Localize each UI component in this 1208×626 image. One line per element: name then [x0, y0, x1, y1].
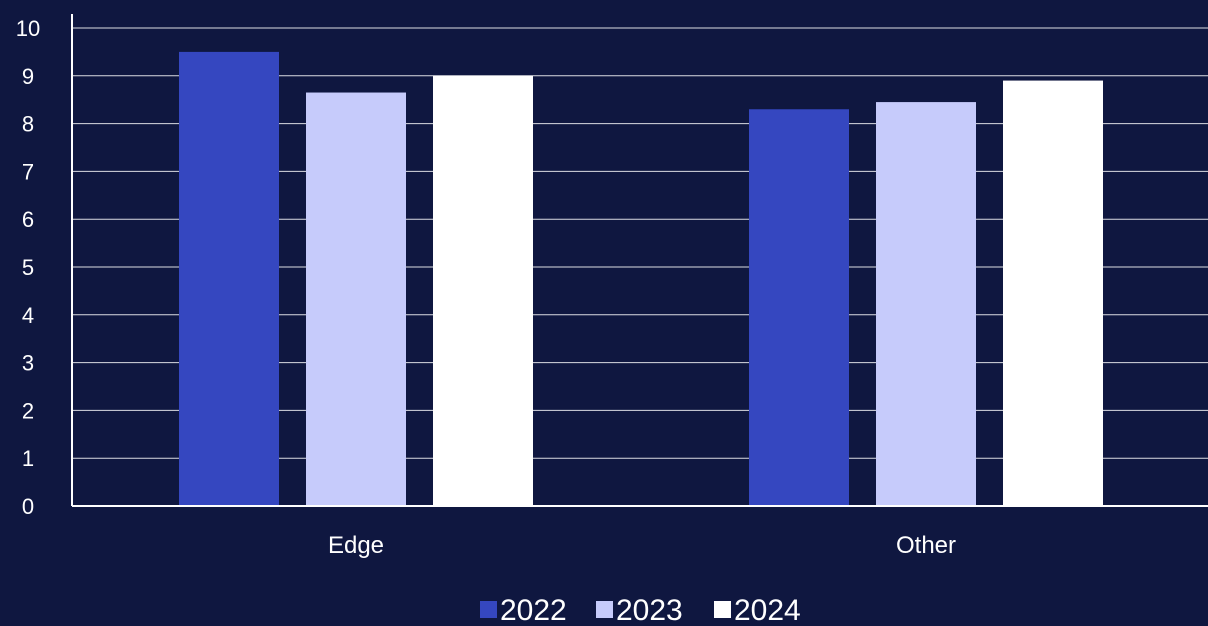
y-tick-label: 9: [22, 64, 34, 89]
axes: [71, 14, 1208, 507]
legend: 2022 2023 2024: [480, 594, 801, 626]
y-tick-label: 2: [22, 398, 34, 423]
y-tick-label: 0: [22, 494, 34, 519]
y-tick-label: 10: [16, 16, 40, 41]
x-axis-labels: Edge Other: [328, 532, 956, 559]
x-category-label: Edge: [328, 532, 384, 559]
y-tick-label: 4: [22, 303, 34, 328]
y-tick-label: 3: [22, 351, 34, 376]
legend-swatch-2022: [480, 601, 497, 618]
bar-edge-2023: [306, 92, 406, 506]
y-tick-label: 8: [22, 112, 34, 137]
y-tick-label: 6: [22, 207, 34, 232]
bar-edge-2024: [433, 75, 533, 507]
legend-label: 2023: [616, 594, 683, 626]
bar-other-2022: [749, 109, 849, 506]
y-tick-label: 7: [22, 159, 34, 184]
bar-other-2023: [876, 102, 976, 506]
y-tick-label: 5: [22, 255, 34, 280]
legend-label: 2022: [500, 594, 567, 626]
bar-other-2024: [1003, 80, 1103, 506]
bar-edge-2022: [179, 51, 279, 507]
y-tick-label: 1: [22, 446, 34, 471]
legend-swatch-2024: [714, 601, 731, 618]
y-axis-ticks: 0 1 2 3 4 5 6 7 8 9 10: [16, 16, 40, 519]
legend-label: 2024: [734, 594, 801, 626]
x-category-label: Other: [896, 532, 956, 559]
legend-swatch-2023: [596, 601, 613, 618]
bars: [179, 51, 1103, 507]
